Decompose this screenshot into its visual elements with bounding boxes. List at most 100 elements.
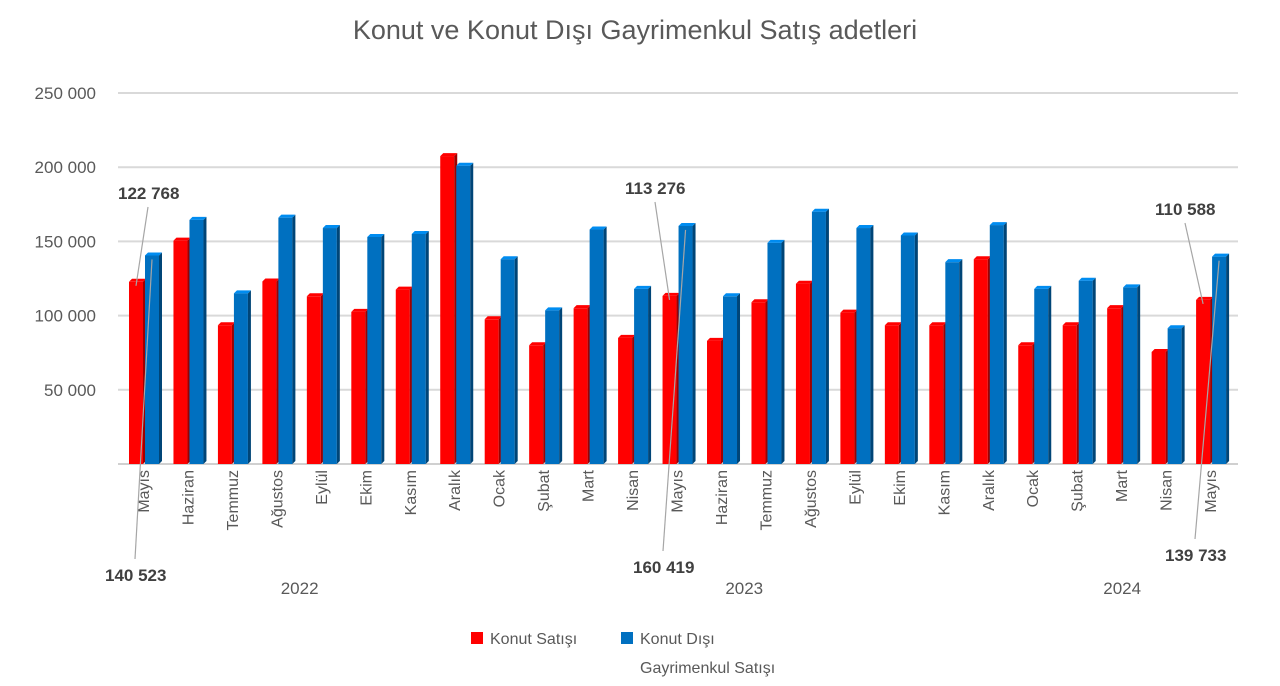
legend-swatch-konut [471, 632, 483, 644]
bar-top [618, 334, 636, 338]
bar-top [840, 309, 858, 313]
bar-side [648, 285, 652, 464]
bar-face [1034, 288, 1049, 464]
bar-top [1167, 325, 1185, 329]
leader-line [135, 206, 149, 286]
x-tick-label: Mart [1114, 469, 1131, 502]
x-tick-label: Şubat [536, 469, 553, 511]
bar-side [425, 230, 429, 464]
bar-konut-disi [678, 222, 696, 464]
x-tick-label: Mayıs [1203, 470, 1220, 513]
bar-face [945, 262, 960, 464]
bar-side [381, 233, 385, 464]
bar-face [322, 228, 337, 464]
x-axis-ticks: Mayıs Haziran Temmuz Ağustos Eylül Ekim Kasım A… [136, 469, 1220, 530]
bar-top [395, 286, 413, 290]
x-tick-label: Nisan [625, 470, 642, 511]
x-tick-label: Ekim [892, 470, 909, 506]
bar-face [1196, 299, 1211, 464]
bar-top [929, 322, 947, 326]
bar-konut [973, 256, 991, 464]
x-tick-label: Haziran [714, 470, 731, 525]
leader-line [134, 259, 153, 560]
bar-top [1123, 284, 1141, 288]
x-tick-label: Ağustos [269, 470, 286, 528]
bar-face [1107, 308, 1122, 464]
y-tick-label: 50 000 [44, 381, 96, 400]
bar-konut [529, 342, 547, 464]
bar-side [203, 216, 207, 464]
bar-side [1048, 285, 1052, 464]
bar-face [233, 293, 248, 464]
bar-top [1078, 277, 1096, 281]
x-tick-label: Nisan [1159, 470, 1176, 511]
data-label: 122 768 [118, 184, 179, 203]
bar-side [870, 225, 874, 464]
bar-konut-disi [145, 252, 162, 464]
bar-face [411, 233, 426, 464]
bar-face [217, 325, 232, 464]
bar-konut [217, 322, 235, 464]
bar-konut [840, 309, 858, 464]
bar-top [351, 308, 369, 312]
bar-konut-disi [856, 225, 874, 464]
bar-side [514, 256, 518, 464]
y-tick-label: 200 000 [35, 158, 96, 177]
bar-konut-disi [189, 216, 207, 464]
bar-konut [795, 280, 813, 464]
bar-face [884, 325, 899, 464]
bar-konut [395, 286, 413, 464]
y-tick-label: 250 000 [35, 84, 96, 103]
bar-konut [173, 237, 191, 464]
bar-konut [1018, 342, 1036, 464]
bar-side [1003, 222, 1007, 464]
leader-line [662, 229, 687, 552]
bar-face [440, 156, 455, 464]
bar-top [945, 259, 963, 263]
x-tick-label: Aralık [447, 469, 464, 511]
bar-top [856, 225, 874, 229]
bar-konut-disi [723, 293, 741, 464]
bar-face [811, 211, 826, 464]
bar-konut [573, 305, 591, 464]
bar-top [973, 256, 991, 260]
bar-konut-disi [456, 162, 474, 464]
bar-face [1167, 328, 1182, 464]
bar-face [1078, 280, 1093, 464]
bar-konut-disi [1167, 325, 1185, 464]
bar-top [811, 208, 829, 212]
x-tick-label: Mayıs [136, 470, 153, 513]
x-tick-label: Mart [581, 469, 598, 502]
bar-side [959, 259, 963, 464]
bar-konut-disi [500, 256, 518, 464]
bar-top [989, 222, 1007, 226]
bar-top [707, 337, 725, 341]
year-label: 2023 [725, 579, 763, 598]
bar-side [603, 226, 607, 464]
bar-konut-disi [1034, 285, 1052, 464]
bar-face [589, 229, 604, 464]
bar-face [1151, 351, 1166, 464]
x-tick-label: Eylül [847, 470, 864, 505]
bar-top [217, 322, 235, 326]
bar-side [1092, 277, 1096, 464]
bar-side [247, 290, 251, 464]
bar-top [306, 293, 324, 297]
bar-face [662, 295, 677, 464]
bar-side [1137, 284, 1141, 464]
bar-konut [129, 278, 146, 464]
data-label: 110 588 [1155, 200, 1216, 219]
bar-top [1151, 348, 1169, 352]
data-label: 140 523 [105, 566, 166, 585]
bar-face [545, 310, 560, 464]
x-tick-label: Ekim [358, 470, 375, 506]
bar-top [795, 280, 813, 284]
leader-line [1184, 222, 1204, 305]
bar-side [292, 214, 296, 464]
leader-line [1194, 260, 1220, 540]
bar-top [884, 322, 902, 326]
bar-konut-disi [411, 230, 429, 464]
data-label: 113 276 [625, 179, 686, 198]
bar-top [456, 162, 474, 166]
